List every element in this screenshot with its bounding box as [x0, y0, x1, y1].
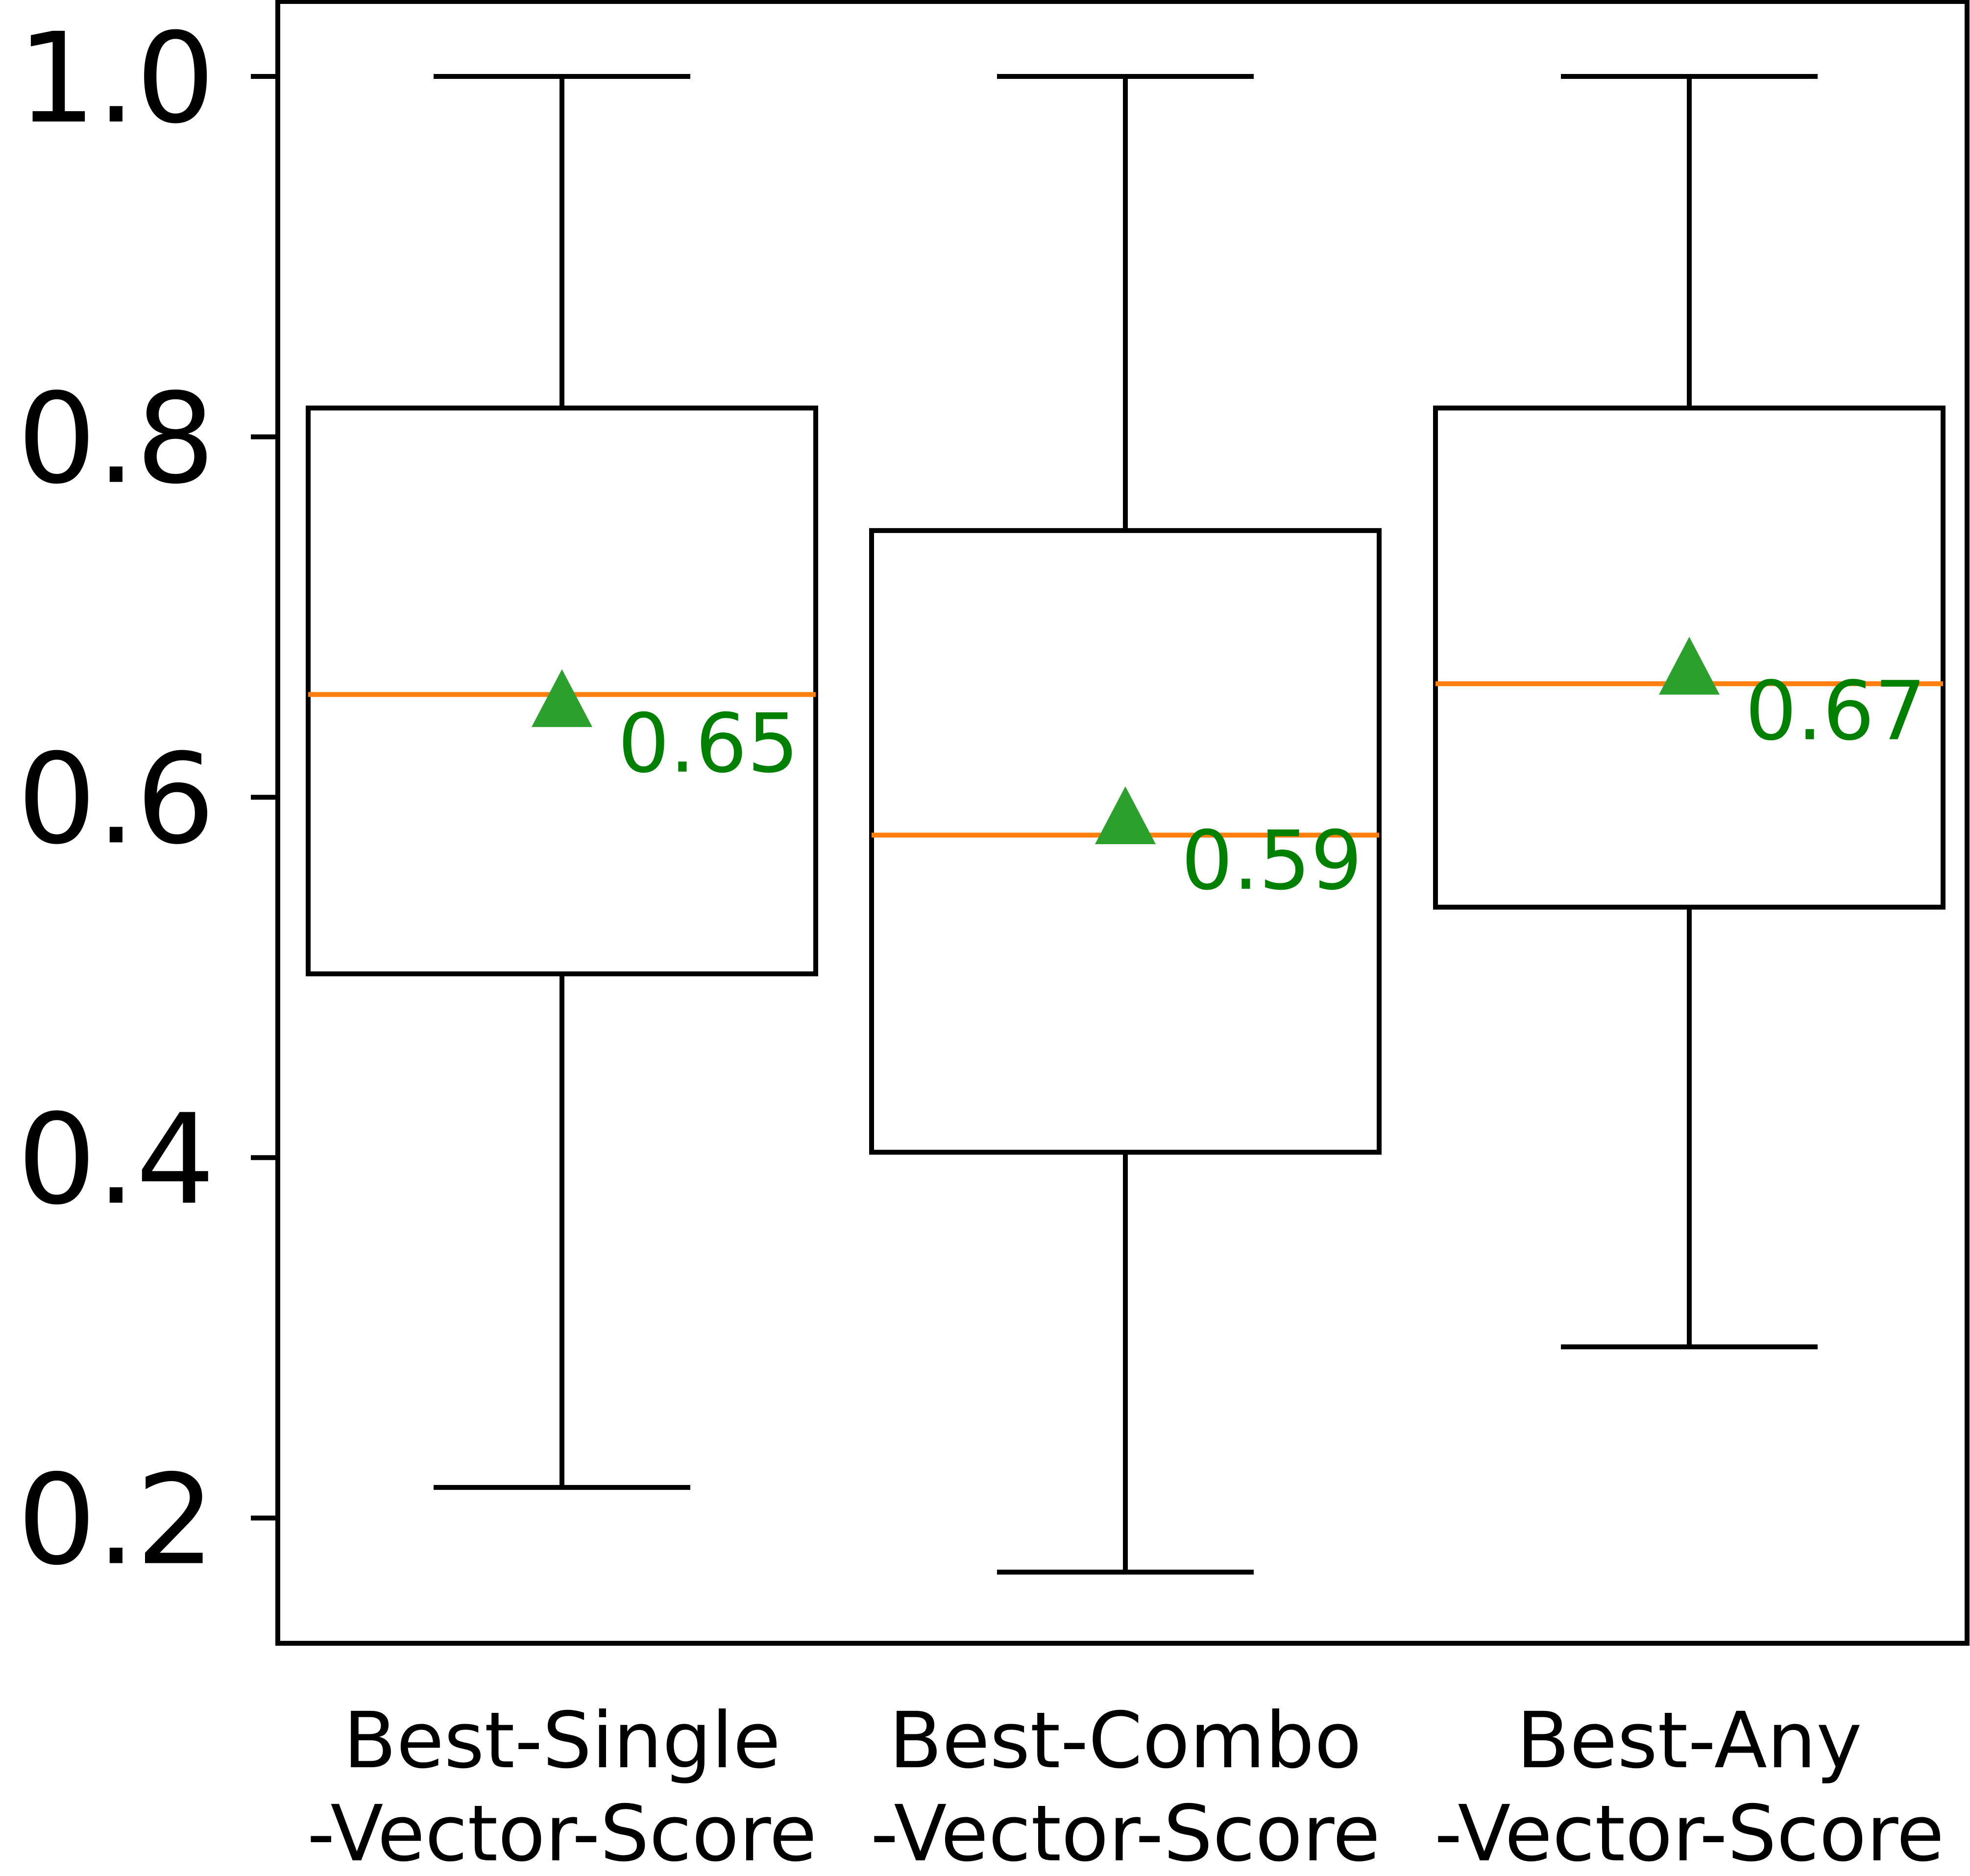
box-iqr — [869, 528, 1382, 1155]
mean-marker — [532, 669, 592, 727]
y-axis: 1.0 0.8 0.6 0.4 0.2 — [17, 6, 278, 1592]
mean-marker — [1659, 636, 1720, 695]
y-tick-label: 0.8 — [17, 366, 215, 512]
x-category-label-line: Best-Combo — [889, 1696, 1362, 1786]
box-group: 0.67 — [1433, 74, 1946, 1349]
x-category-label: Best-Single -Vector-Score — [307, 1696, 817, 1876]
box-iqr — [1433, 405, 1946, 910]
y-tick-label: 1.0 — [17, 6, 215, 151]
x-category-label-line: -Vector-Score — [871, 1789, 1381, 1876]
x-category-label-line: -Vector-Score — [307, 1789, 817, 1876]
x-category-label-line: Best-Single — [343, 1696, 781, 1786]
mean-marker — [1095, 786, 1156, 844]
box-group: 0.65 — [306, 74, 818, 1490]
y-tick-label: 0.4 — [17, 1087, 215, 1232]
mean-value-label: 0.67 — [1745, 664, 1926, 759]
box-group: 0.59 — [869, 74, 1382, 1575]
y-tick-label: 0.2 — [17, 1447, 215, 1592]
box-iqr — [306, 405, 818, 976]
x-category-label-line: -Vector-Score — [1435, 1789, 1945, 1876]
mean-value-label: 0.65 — [618, 697, 799, 791]
y-tick-label: 0.6 — [17, 727, 215, 872]
x-category-label-line: Best-Any — [1516, 1696, 1862, 1786]
plot-frame — [275, 0, 1970, 1646]
boxes: 0.65 0.59 0.67 — [306, 74, 1946, 1575]
mean-value-label: 0.59 — [1181, 814, 1362, 908]
x-category-label: Best-Any -Vector-Score — [1435, 1696, 1945, 1876]
x-category-label: Best-Combo -Vector-Score — [871, 1696, 1381, 1876]
